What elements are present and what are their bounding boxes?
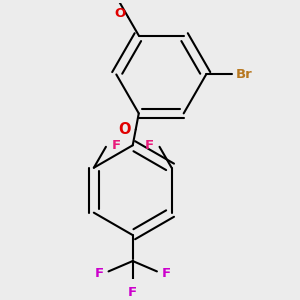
Text: F: F [128,286,137,299]
Text: O: O [115,7,126,20]
Text: F: F [94,267,103,280]
Text: F: F [145,139,154,152]
Text: Br: Br [236,68,253,81]
Text: F: F [162,267,171,280]
Text: F: F [112,139,121,152]
Text: O: O [118,122,131,137]
